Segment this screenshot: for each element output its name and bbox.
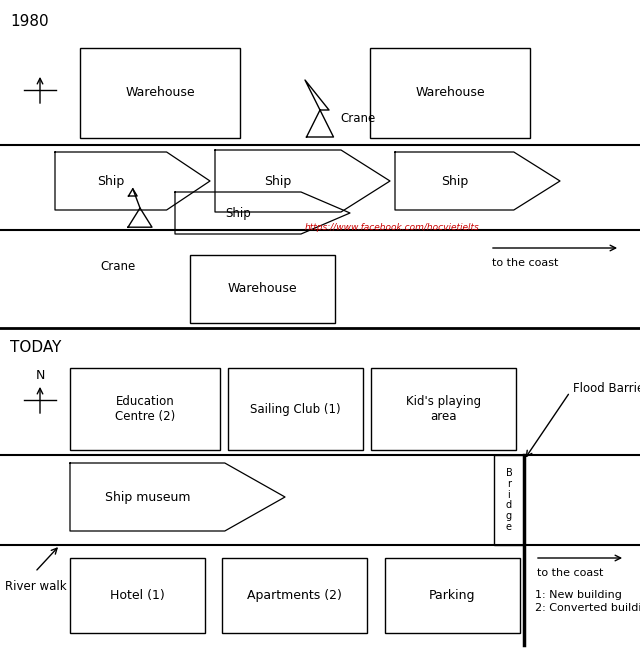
Text: Kid's playing
area: Kid's playing area [406,395,481,423]
Text: 1: New building
2: Converted building: 1: New building 2: Converted building [535,590,640,613]
Bar [370,48,530,138]
Text: Ship: Ship [441,175,468,188]
Text: Warehouse: Warehouse [415,87,485,100]
Text: Ship: Ship [97,175,124,188]
Text: TODAY: TODAY [10,340,61,355]
Text: Apartments (2): Apartments (2) [247,589,342,602]
Bar [70,558,205,633]
Text: to the coast: to the coast [492,258,558,268]
Text: Crane: Crane [100,260,136,273]
Bar [190,255,335,323]
Bar [80,48,240,138]
Text: River walk: River walk [5,580,67,593]
Text: B
r
i
d
g
e: B r i d g e [506,468,513,532]
Bar [371,368,516,450]
Text: Ship: Ship [264,175,292,188]
Text: Hotel (1): Hotel (1) [110,589,165,602]
Text: Warehouse: Warehouse [228,282,298,295]
Text: Flood Barrier: Flood Barrier [573,381,640,395]
Text: Parking: Parking [429,589,476,602]
Text: Ship museum: Ship museum [105,490,190,504]
Bar [228,368,363,450]
Text: https://www.facebook.com/hocvietielts: https://www.facebook.com/hocvietielts [305,223,480,233]
Text: N: N [35,369,45,382]
Bar [222,558,367,633]
Text: to the coast: to the coast [537,568,604,578]
Text: Crane: Crane [340,112,375,124]
Text: Education
Centre (2): Education Centre (2) [115,395,175,423]
Bar [494,455,524,545]
Text: Ship: Ship [225,206,251,219]
Text: Sailing Club (1): Sailing Club (1) [250,403,341,416]
Bar [385,558,520,633]
Text: 1980: 1980 [10,14,49,29]
Bar [70,368,220,450]
Text: Warehouse: Warehouse [125,87,195,100]
